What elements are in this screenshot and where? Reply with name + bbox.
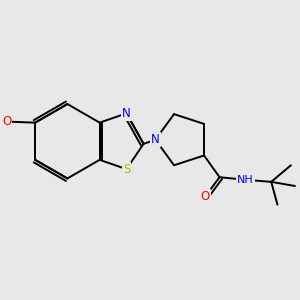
Text: O: O — [2, 115, 11, 128]
Text: NH: NH — [237, 175, 254, 185]
Text: N: N — [122, 107, 131, 120]
Text: N: N — [151, 133, 160, 146]
Text: O: O — [200, 190, 210, 203]
Text: S: S — [123, 163, 130, 176]
